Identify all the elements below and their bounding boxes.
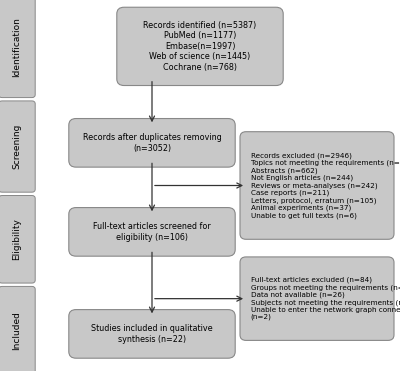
FancyBboxPatch shape — [69, 309, 235, 358]
FancyBboxPatch shape — [240, 132, 394, 239]
Text: Included: Included — [12, 311, 22, 349]
Text: Eligibility: Eligibility — [12, 219, 22, 260]
FancyBboxPatch shape — [117, 7, 283, 86]
FancyBboxPatch shape — [0, 286, 35, 371]
Text: Full-text articles excluded (n=84)
Groups not meeting the requirements (n=52)
Da: Full-text articles excluded (n=84) Group… — [251, 277, 400, 321]
FancyBboxPatch shape — [0, 196, 35, 283]
Text: Full-text articles screened for
eligibility (n=106): Full-text articles screened for eligibil… — [93, 222, 211, 242]
FancyBboxPatch shape — [0, 101, 35, 192]
Text: Screening: Screening — [12, 124, 22, 169]
FancyBboxPatch shape — [69, 119, 235, 167]
FancyBboxPatch shape — [240, 257, 394, 341]
Text: Records excluded (n=2946)
Topics not meeting the requirements (n=1439)
Abstracts: Records excluded (n=2946) Topics not mee… — [251, 152, 400, 219]
Text: Identification: Identification — [12, 17, 22, 77]
Text: Studies included in qualitative
synthesis (n=22): Studies included in qualitative synthesi… — [91, 324, 213, 344]
Text: Records identified (n=5387)
PubMed (n=1177)
Embase(n=1997)
Web of science (n=144: Records identified (n=5387) PubMed (n=11… — [143, 21, 257, 72]
Text: Records after duplicates removing
(n=3052): Records after duplicates removing (n=305… — [83, 133, 221, 152]
FancyBboxPatch shape — [69, 208, 235, 256]
FancyBboxPatch shape — [0, 0, 35, 98]
